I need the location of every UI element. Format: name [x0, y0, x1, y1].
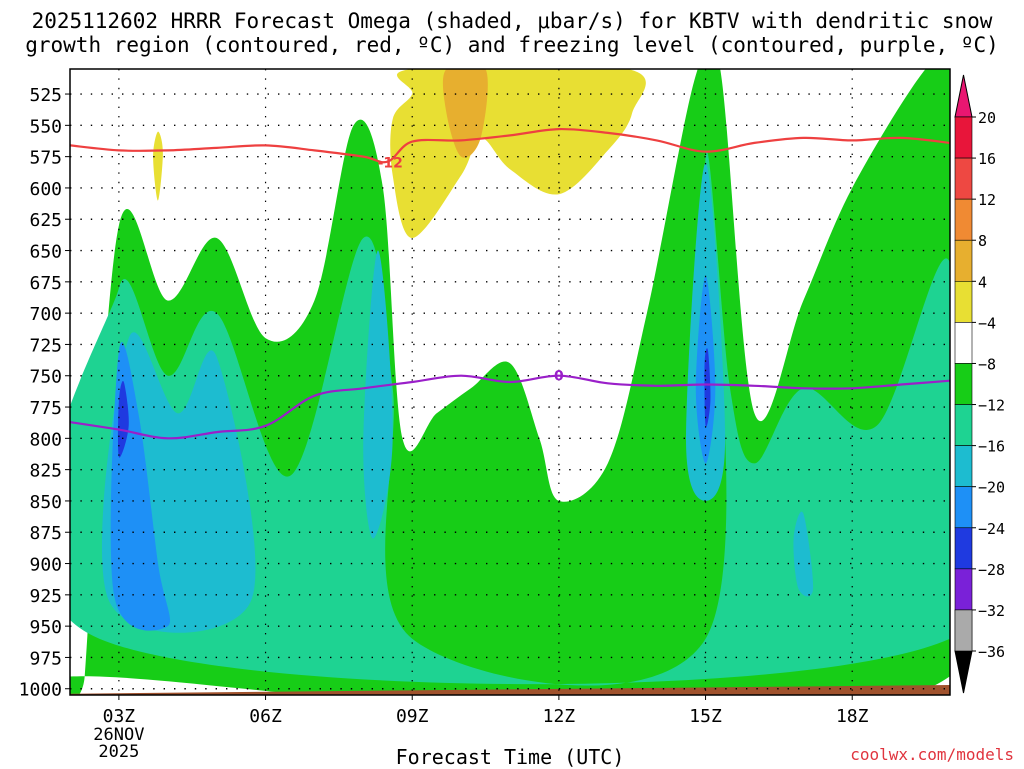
y-tick-label-875: 875 [29, 523, 62, 544]
colorbar-label-2: 12 [978, 191, 996, 209]
omega-region-2 [153, 131, 163, 201]
colorbar-swatch-1 [954, 157, 973, 200]
x-tick-label-0: 03Z [103, 706, 136, 727]
y-tick-label-650: 650 [29, 242, 62, 263]
x-tick-label-3: 12Z [543, 706, 576, 727]
colorbar-swatch-11 [954, 568, 973, 611]
colorbar-swatch-6 [954, 363, 973, 405]
colorbar-label-5: −4 [978, 314, 996, 332]
y-tick-label-550: 550 [29, 116, 62, 137]
chart-title-line-2: growth region (contoured, red, ºC) and f… [25, 33, 999, 57]
freezing-level-contour [70, 374, 950, 440]
omega-region-1 [442, 69, 488, 158]
y-tick-label-700: 700 [29, 304, 62, 325]
colorbar-label-10: −24 [978, 520, 1005, 538]
y-tick-label-975: 975 [29, 648, 62, 669]
colorbar-swatch-7 [954, 404, 973, 446]
x-tick-label-2: 09Z [396, 706, 429, 727]
colorbar-label-12: −32 [978, 602, 1005, 620]
colorbar-bottom-triangle [954, 650, 973, 694]
omega-region-11 [117, 381, 129, 458]
y-tick-label-1000: 1000 [19, 680, 62, 701]
colorbar-label-3: 8 [978, 232, 987, 250]
colorbar-swatch-0 [954, 116, 973, 159]
colorbar-label-6: −8 [978, 355, 996, 373]
omega-region-4 [70, 151, 950, 686]
colorbar-label-8: −16 [978, 438, 1005, 456]
x-date-label-0: 26NOV [93, 725, 144, 745]
colorbar-label-13: −36 [978, 643, 1005, 661]
x-date-label-1: 2025 [98, 742, 139, 762]
y-tick-label-925: 925 [29, 586, 62, 607]
y-axis-ticks: 525 550 575 600 625 650 675 700 725 750 775 800 825 8… [19, 85, 70, 701]
y-tick-label-800: 800 [29, 429, 62, 450]
y-tick-label-750: 750 [29, 367, 62, 388]
dendritic-growth-contour-label: -12 [378, 156, 403, 172]
colorbar-label-9: −20 [978, 479, 1005, 497]
y-tick-label-825: 825 [29, 461, 62, 482]
colorbar-swatch-3 [954, 239, 973, 282]
grid-lines [70, 69, 950, 695]
colorbar-label-4: 4 [978, 273, 987, 291]
y-tick-label-850: 850 [29, 492, 62, 513]
colorbar-swatch-last [954, 609, 973, 652]
colorbar-swatch-8 [954, 445, 973, 487]
contour-lines: -12 0 [70, 127, 950, 440]
colorbar-swatch-5 [954, 322, 973, 364]
colorbar-swatch-10 [954, 527, 973, 570]
colorbar-swatch-9 [954, 486, 973, 529]
y-tick-label-900: 900 [29, 555, 62, 576]
y-tick-label-600: 600 [29, 179, 62, 200]
colorbar-swatch-2 [954, 198, 973, 241]
omega-region-6 [363, 250, 393, 539]
colorbar: 20 16 12 8 4 −4 −8 −12 −16 −20 −24 −28 −32 −36 [954, 74, 1005, 694]
colorbar-label-7: −12 [978, 397, 1005, 415]
x-axis-label: Forecast Time (UTC) [395, 745, 625, 769]
ground-surface [70, 684, 950, 695]
colorbar-label-1: 16 [978, 150, 996, 168]
colorbar-swatch-4 [954, 281, 973, 323]
y-tick-label-675: 675 [29, 273, 62, 294]
chart-title-line-1: 2025112602 HRRR Forecast Omega (shaded, … [31, 9, 993, 33]
colorbar-label-0: 20 [978, 109, 996, 127]
x-tick-label-4: 15Z [689, 706, 722, 727]
omega-shaded-fields [70, 69, 950, 695]
y-tick-label-625: 625 [29, 210, 62, 231]
colorbar-label-11: −28 [978, 561, 1005, 579]
y-tick-label-575: 575 [29, 148, 62, 169]
y-tick-label-775: 775 [29, 398, 62, 419]
y-tick-label-725: 725 [29, 335, 62, 356]
x-tick-label-5: 18Z [836, 706, 869, 727]
freezing-level-contour-label: 0 [554, 369, 564, 385]
y-tick-label-525: 525 [29, 85, 62, 106]
colorbar-top-triangle [954, 74, 973, 118]
credit-link[interactable]: coolwx.com/models [850, 745, 1014, 764]
y-tick-label-950: 950 [29, 617, 62, 638]
x-tick-label-1: 06Z [249, 706, 282, 727]
plot-frame [69, 68, 951, 696]
omega-region-12 [704, 348, 711, 428]
dendritic-growth-contour [70, 127, 950, 164]
